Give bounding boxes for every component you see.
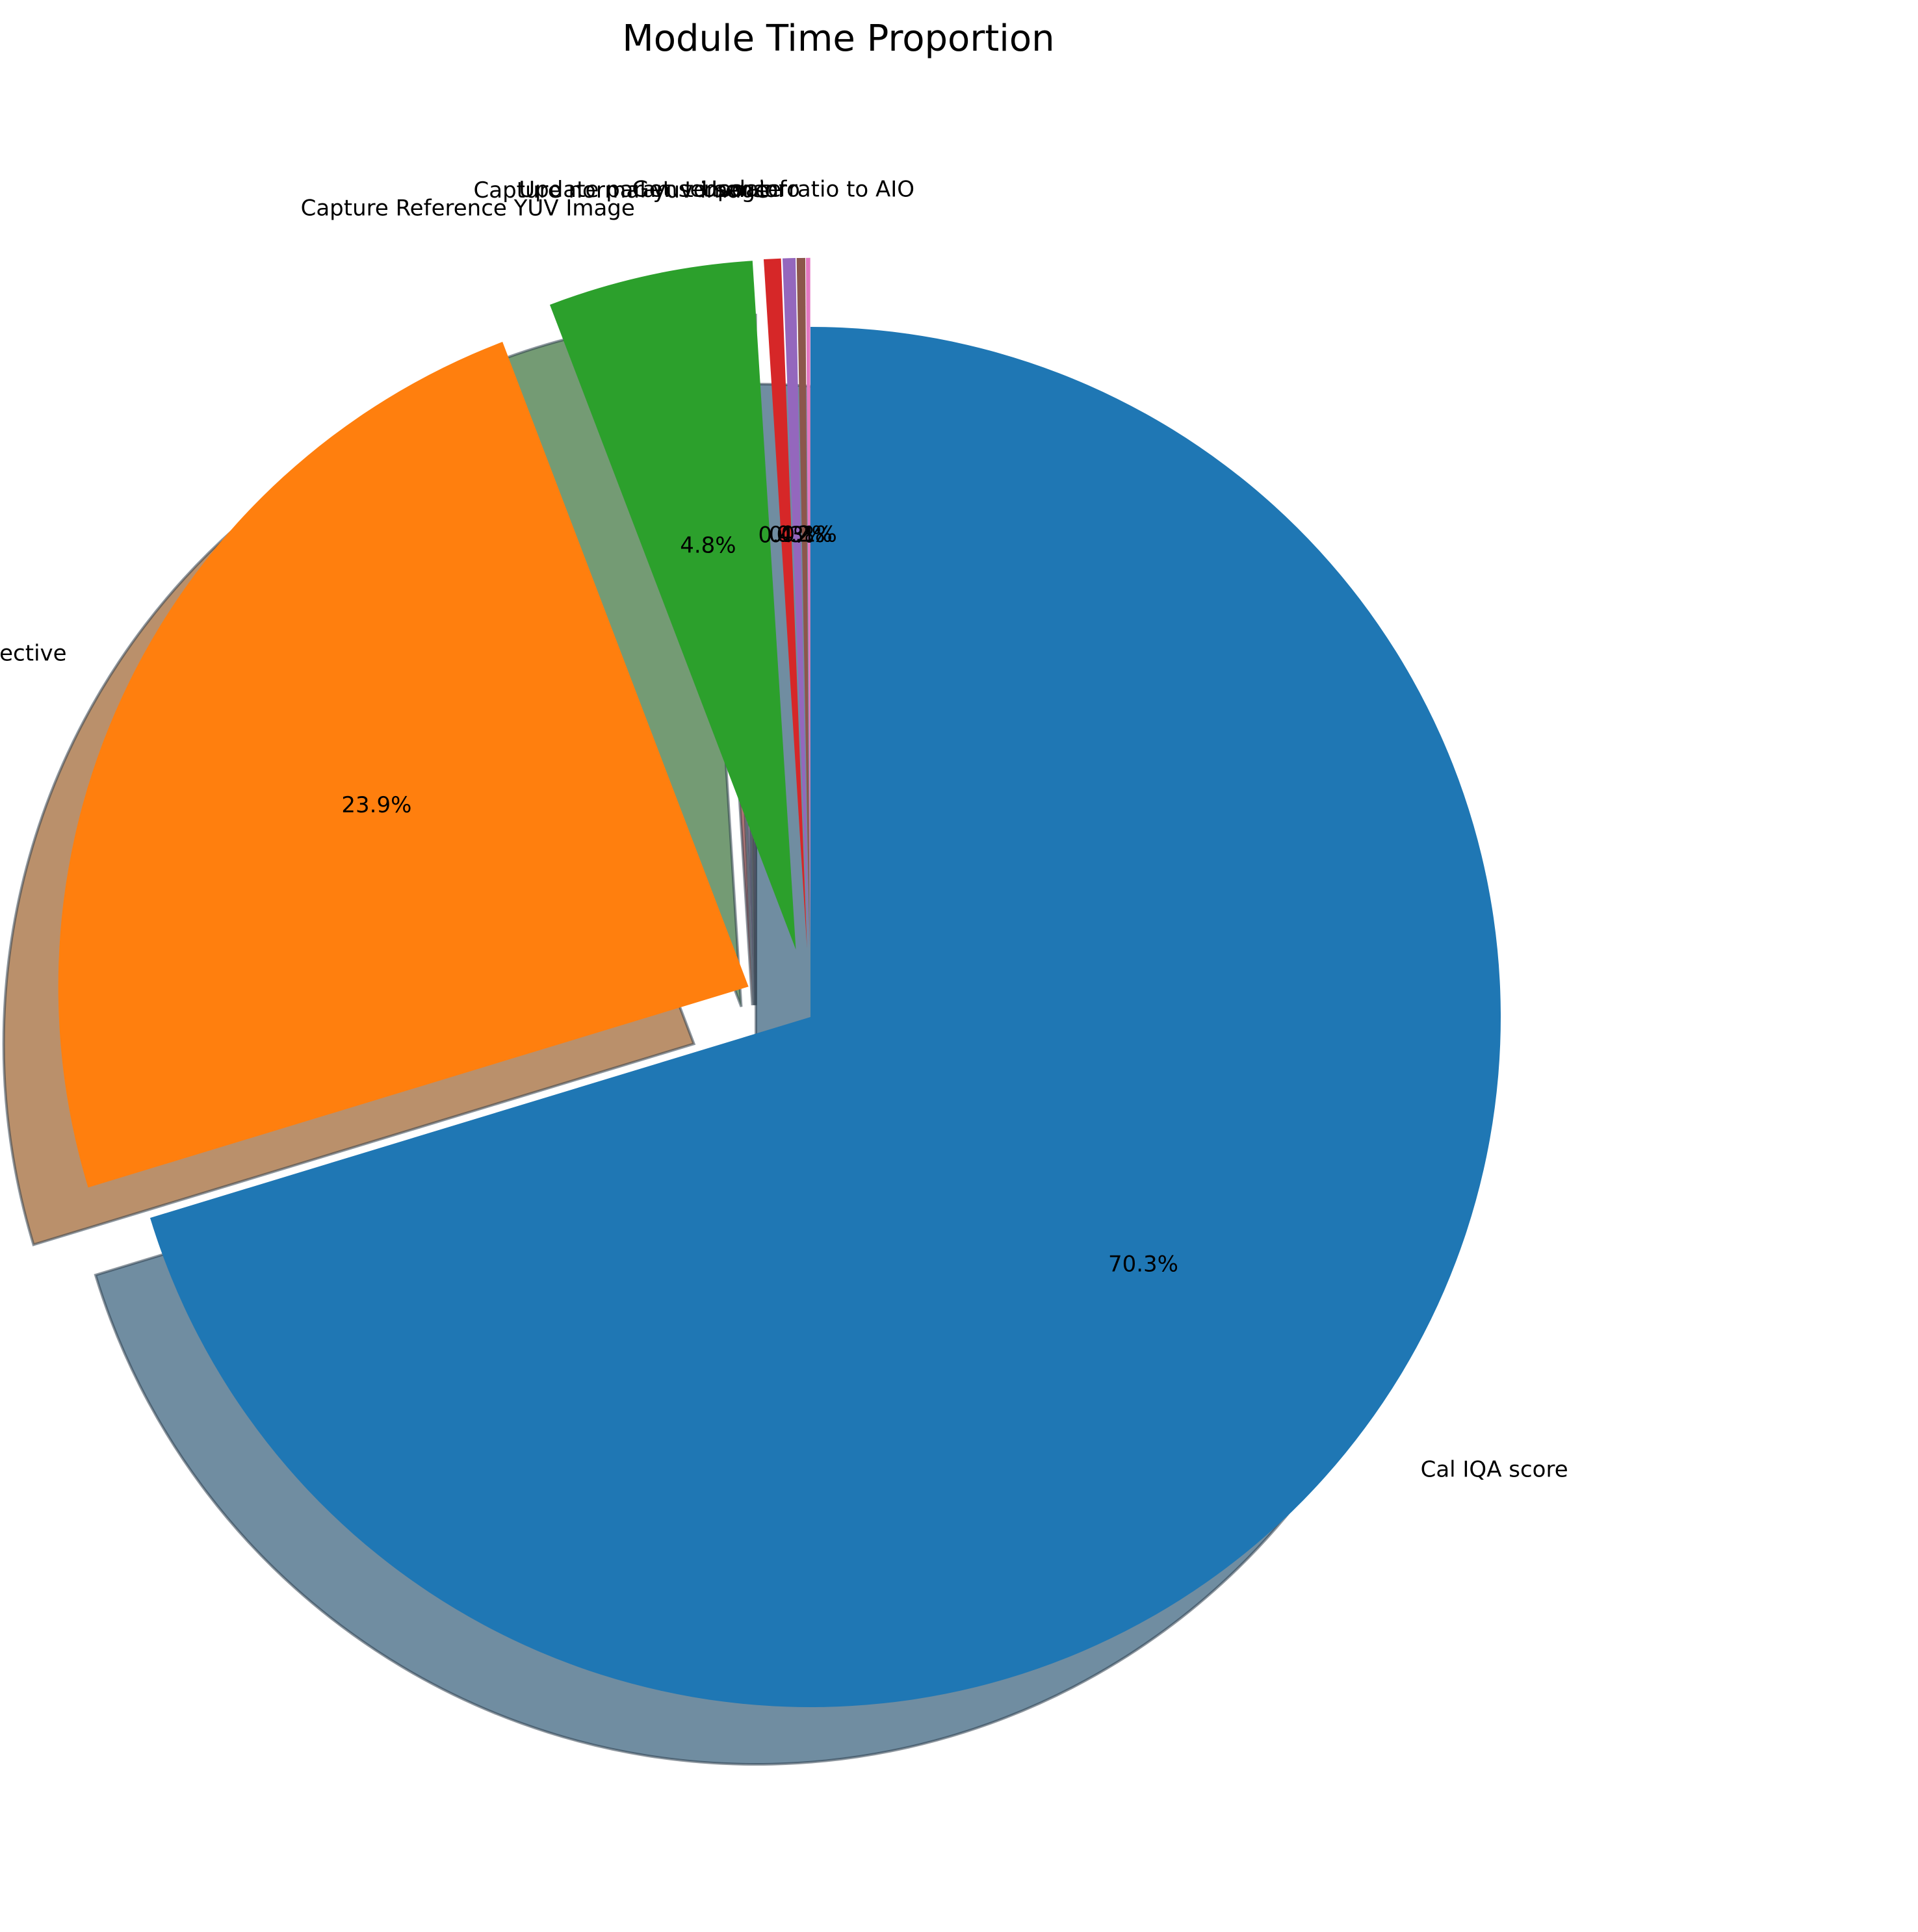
label-layer: 70.3% Cal IQA score 23.9% Wait for register… <box>0 177 1568 1483</box>
slice-layer <box>58 257 1501 1708</box>
pie-slice-get-sensor-info <box>796 257 810 948</box>
slice-label-capture-normal-yuv-image: Capture normal yuv image <box>474 177 769 203</box>
slice-label-wait-for-register-effective: Wait for register effective <box>0 640 67 666</box>
pie-slice-cal-iqa-score <box>149 327 1501 1708</box>
pct-label-get-sensor-info: 0.2% <box>776 522 832 548</box>
pct-label-update-param-to-sensor: 0.3% <box>769 522 825 548</box>
pie-slice-wait-for-register-effective <box>58 342 749 1188</box>
pct-label-wait-for-register-effective: 23.9% <box>341 792 411 818</box>
pie-slice-update-param-to-sensor <box>782 258 809 948</box>
pct-label-capture-reference-yuv-image: 4.8% <box>680 532 736 558</box>
pct-label-capture-normal-yuv-image: 0.4% <box>758 522 814 548</box>
pie-slice-update-ratio-to-aio <box>805 257 810 948</box>
slice-label-get-sensor-info: Get sensor info <box>632 177 800 203</box>
chart-title: Module Time Proportion <box>622 18 1054 60</box>
pie-slice-capture-normal-yuv-image <box>763 258 807 948</box>
slice-label-capture-reference-yuv-image: Capture Reference YUV Image <box>301 196 635 222</box>
pie-slice-capture-reference-yuv-image <box>549 261 796 950</box>
pct-label-update-ratio-to-aio: 0.1% <box>781 522 836 548</box>
slice-label-update-ratio-to-aio: Update ratio to AIO <box>701 177 914 203</box>
slice-label-update-param-to-sensor: Update param to sensor <box>519 177 787 203</box>
slice-label-cal-iqa-score: Cal IQA score <box>1421 1457 1568 1483</box>
pct-label-cal-iqa-score: 70.3% <box>1108 1251 1178 1277</box>
